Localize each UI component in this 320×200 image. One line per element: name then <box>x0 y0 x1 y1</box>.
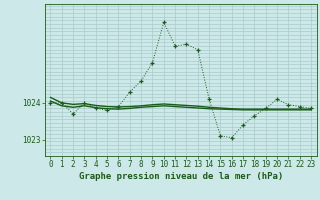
X-axis label: Graphe pression niveau de la mer (hPa): Graphe pression niveau de la mer (hPa) <box>79 172 283 181</box>
